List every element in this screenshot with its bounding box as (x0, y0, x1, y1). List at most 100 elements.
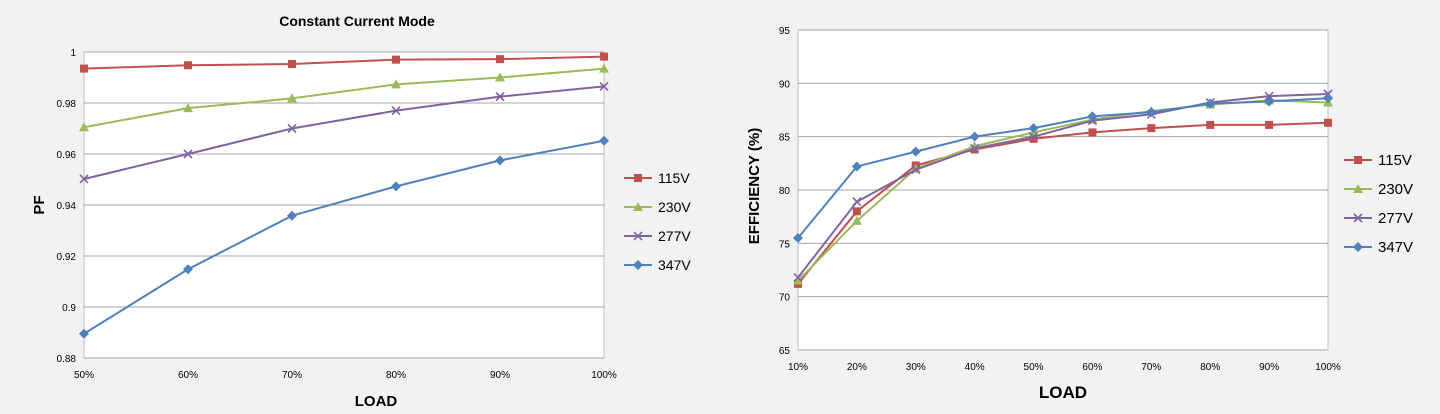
efficiency-point-277V (852, 197, 862, 207)
efficiency-x-tick-label: 30% (906, 362, 926, 373)
efficiency-point-277V (793, 272, 803, 283)
efficiency-y-tick-label: 85 (779, 133, 791, 144)
efficiency-y-tick-label: 80 (779, 186, 791, 197)
efficiency-y-tick-label: 75 (779, 239, 791, 250)
pf-y-tick-label: 1 (70, 48, 76, 59)
pf-point-347V (391, 181, 401, 192)
pf-point-230V (495, 72, 505, 82)
pf-series-line-347V (83, 139, 605, 335)
efficiency-point-115V (1029, 134, 1038, 143)
efficiency-x-tick-label: 90% (1259, 362, 1279, 373)
pf-x-axis-label: LOAD (355, 393, 398, 410)
efficiency-x-tick-label: 10% (788, 362, 808, 373)
pf-y-tick-label: 0.92 (57, 252, 77, 263)
pf-y-tick-label: 0.94 (57, 201, 77, 212)
efficiency-x-tick-label: 100% (1315, 362, 1341, 373)
pf-y-tick-label: 0.88 (57, 354, 77, 365)
efficiency-x-axis-label: LOAD (1039, 383, 1087, 402)
efficiency-point-230V (793, 275, 803, 285)
efficiency-series-line-277V (797, 93, 1329, 279)
efficiency-point-347V (1028, 123, 1039, 134)
pf-x-tick-label: 80% (386, 370, 406, 381)
efficiency-series-line-347V (797, 97, 1329, 239)
pf-point-277V (495, 92, 505, 102)
efficiency-x-tick-label: 40% (965, 362, 985, 373)
efficiency-point-115V (852, 207, 861, 216)
pf-y-tick-label: 0.9 (62, 303, 76, 314)
pf-legend-label: 277V (658, 228, 691, 244)
pf-y-tick-label: 0.98 (57, 99, 77, 110)
efficiency-y-axis-label: EFFICIENCY (%) (746, 128, 763, 244)
pf-point-277V (391, 106, 401, 116)
efficiency-point-347V (851, 161, 862, 172)
efficiency-y-tick-label: 90 (779, 79, 791, 90)
pf-point-115V (600, 52, 608, 61)
efficiency-legend-label: 230V (1378, 181, 1413, 198)
pf-point-230V (599, 63, 609, 73)
pf-legend-label: 347V (658, 257, 691, 273)
pf-point-347V (287, 210, 297, 221)
efficiency-y-tick-label: 95 (779, 26, 791, 37)
pf-y-tick-label: 0.96 (57, 150, 77, 161)
efficiency-legend-label: 115V (1378, 152, 1412, 169)
pf-point-115V (392, 55, 400, 64)
efficiency-point-347V (1146, 107, 1157, 118)
pf-point-230V (79, 122, 89, 132)
efficiency-series-line-115V (797, 121, 1329, 285)
pf-x-tick-label: 90% (490, 370, 510, 381)
pf-point-230V (287, 93, 297, 103)
efficiency-y-tick-label: 65 (779, 346, 791, 357)
pf-point-277V (599, 81, 609, 91)
pf-legend-label: 230V (658, 199, 691, 215)
efficiency-point-115V (1147, 124, 1156, 133)
pf-legend-marker (633, 202, 643, 211)
efficiency-point-277V (1028, 132, 1039, 142)
efficiency-legend-label: 277V (1378, 210, 1413, 227)
efficiency-point-347V (1087, 111, 1098, 122)
pf-point-115V (288, 59, 296, 68)
efficiency-legend-marker (1353, 242, 1363, 252)
efficiency-x-tick-label: 50% (1024, 362, 1044, 373)
pf-point-230V (183, 103, 193, 113)
pf-point-347V (183, 264, 193, 275)
pf-x-tick-label: 70% (282, 370, 302, 381)
efficiency-point-230V (851, 215, 862, 225)
efficiency-point-115V (1088, 128, 1097, 137)
efficiency-x-tick-label: 70% (1141, 362, 1161, 373)
efficiency-legend-marker (1353, 184, 1363, 193)
pf-series-line-277V (83, 85, 605, 180)
pf-point-115V (496, 55, 504, 64)
efficiency-y-tick-label: 70 (779, 293, 791, 304)
pf-point-277V (79, 174, 89, 184)
efficiency-point-347V (1264, 96, 1275, 107)
pf-point-277V (287, 123, 297, 134)
pf-legend-marker (633, 260, 643, 270)
pf-series-line-115V (83, 55, 605, 70)
pf-point-115V (184, 61, 192, 70)
efficiency-legend-marker (1354, 156, 1362, 164)
pf-point-115V (80, 64, 88, 73)
pf-chart-title: Constant Current Mode (279, 13, 435, 29)
efficiency-point-277V (970, 143, 980, 153)
efficiency-point-347V (793, 233, 803, 243)
pf-x-tick-label: 100% (591, 370, 617, 381)
pf-point-230V (391, 79, 401, 89)
efficiency-point-115V (1265, 120, 1274, 129)
pf-x-tick-label: 60% (178, 370, 198, 381)
efficiency-point-115V (1324, 118, 1332, 127)
efficiency-point-115V (1206, 120, 1215, 129)
pf-chart: Constant Current Mode PF LOAD 0.88 0.9 0.9… (4, 4, 718, 410)
pf-series-line-230V (83, 67, 605, 129)
pf-point-347V (79, 328, 89, 339)
efficiency-legend-label: 347V (1378, 239, 1413, 256)
pf-point-277V (183, 149, 193, 159)
pf-point-347V (495, 155, 505, 166)
efficiency-x-tick-label: 20% (847, 362, 867, 373)
efficiency-x-tick-label: 60% (1082, 362, 1102, 373)
pf-point-347V (599, 135, 609, 146)
efficiency-point-347V (1205, 98, 1216, 109)
efficiency-point-347V (910, 146, 921, 157)
efficiency-point-277V (911, 165, 921, 175)
pf-y-axis-label: PF (31, 195, 48, 214)
